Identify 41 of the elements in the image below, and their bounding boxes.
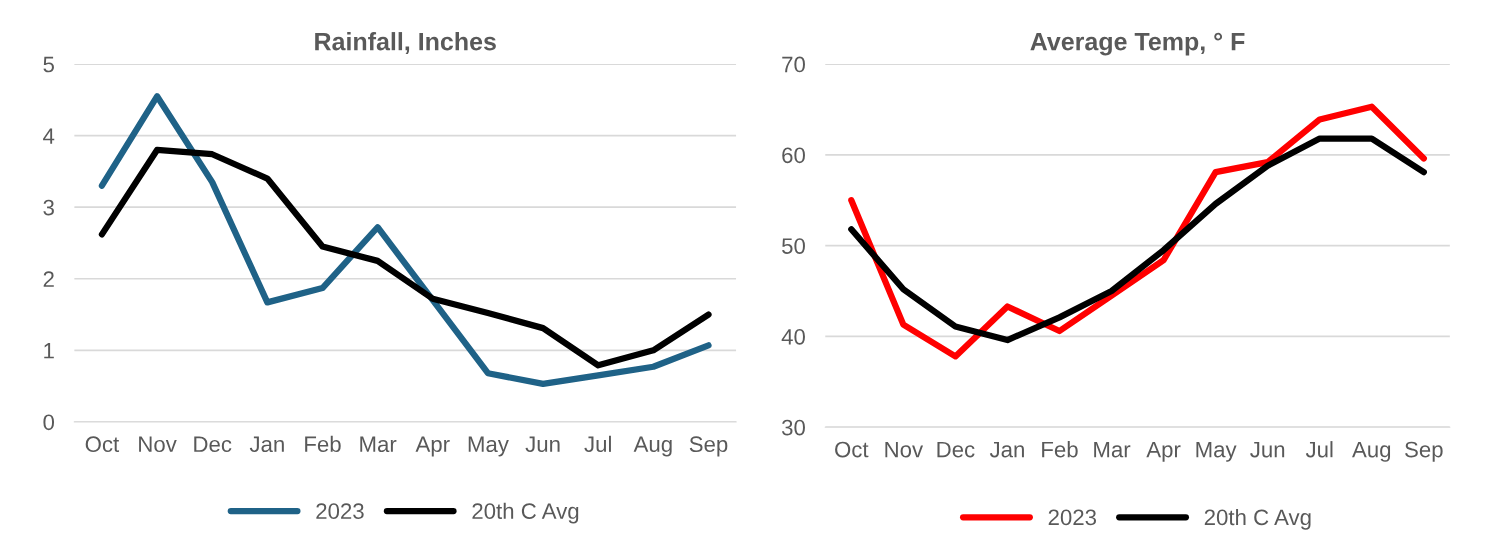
x-tick-label: Sep xyxy=(1405,441,1443,462)
x-tick-label: Oct xyxy=(85,436,120,453)
y-tick-label: 30 xyxy=(781,419,805,436)
x-tick-label: Mar xyxy=(360,436,397,453)
y-tick-label: 50 xyxy=(782,238,805,254)
legend-label: 20th C Avg xyxy=(472,502,579,524)
x-tick-label: May xyxy=(468,436,509,457)
x-tick-label: Apr xyxy=(1146,441,1181,462)
x-tick-label: Nov xyxy=(885,441,924,458)
x-tick-label: Jul xyxy=(584,435,611,453)
x-tick-label: Jul xyxy=(1305,441,1333,458)
y-tick-label: 5 xyxy=(43,56,54,73)
x-tick-label: Feb xyxy=(1042,441,1078,458)
x-tick-label: Dec xyxy=(194,436,232,453)
legend-label: 20th C Avg xyxy=(1204,508,1311,530)
x-tick-label: Jan xyxy=(249,436,284,453)
x-tick-label: Nov xyxy=(139,436,177,453)
y-tick-label: 4 xyxy=(43,128,55,144)
x-tick-label: Apr xyxy=(415,436,450,457)
chart-title: Rainfall, Inches xyxy=(315,32,496,55)
y-tick-label: 60 xyxy=(782,147,805,164)
y-tick-label: 40 xyxy=(781,328,805,345)
x-tick-label: Jun xyxy=(1250,441,1285,458)
y-tick-label: 2 xyxy=(43,271,54,287)
x-tick-label: May xyxy=(1196,441,1237,462)
x-tick-label: Dec xyxy=(937,441,975,458)
y-tick-label: 70 xyxy=(782,56,805,73)
legend-label: 2023 xyxy=(1048,509,1097,526)
y-tick-label: 0 xyxy=(43,414,55,431)
legend-label: 2023 xyxy=(316,503,364,520)
chart-title: Average Temp, ° F xyxy=(1030,32,1245,56)
x-tick-label: Jan xyxy=(989,441,1024,458)
x-tick-label: Jun xyxy=(525,436,560,453)
y-tick-label: 3 xyxy=(43,199,54,216)
x-tick-label: Feb xyxy=(305,435,341,453)
x-tick-label: Oct xyxy=(835,441,869,458)
x-tick-label: Aug xyxy=(633,436,672,457)
x-tick-label: Sep xyxy=(689,436,728,457)
x-tick-label: Aug xyxy=(1352,441,1391,462)
x-tick-label: Mar xyxy=(1094,441,1131,458)
y-tick-label: 1 xyxy=(44,343,54,359)
